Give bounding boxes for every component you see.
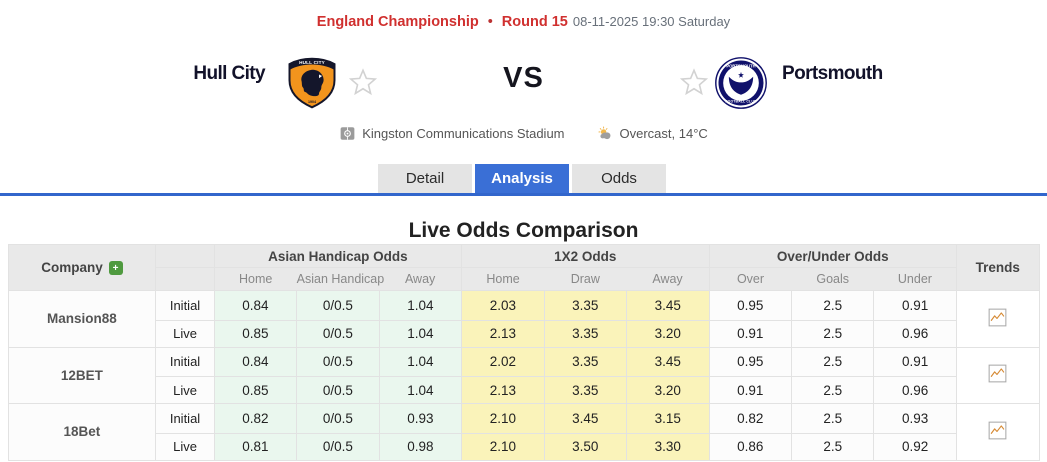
svg-text:FOOTBALL CLUB: FOOTBALL CLUB [725,99,757,103]
svg-text:1904: 1904 [308,100,316,104]
svg-text:PORTSMOUTH: PORTSMOUTH [726,63,755,68]
